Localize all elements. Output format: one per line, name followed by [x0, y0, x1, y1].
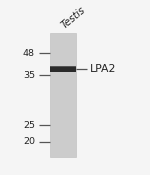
Text: LPA2: LPA2: [90, 64, 117, 74]
Text: 25: 25: [23, 121, 35, 130]
Bar: [50, 66, 76, 72]
Text: Testis: Testis: [60, 5, 88, 30]
Bar: [50, 66, 76, 67]
Text: 48: 48: [23, 49, 35, 58]
Text: 35: 35: [23, 71, 35, 80]
Bar: [50, 33, 76, 157]
Text: 20: 20: [23, 138, 35, 146]
